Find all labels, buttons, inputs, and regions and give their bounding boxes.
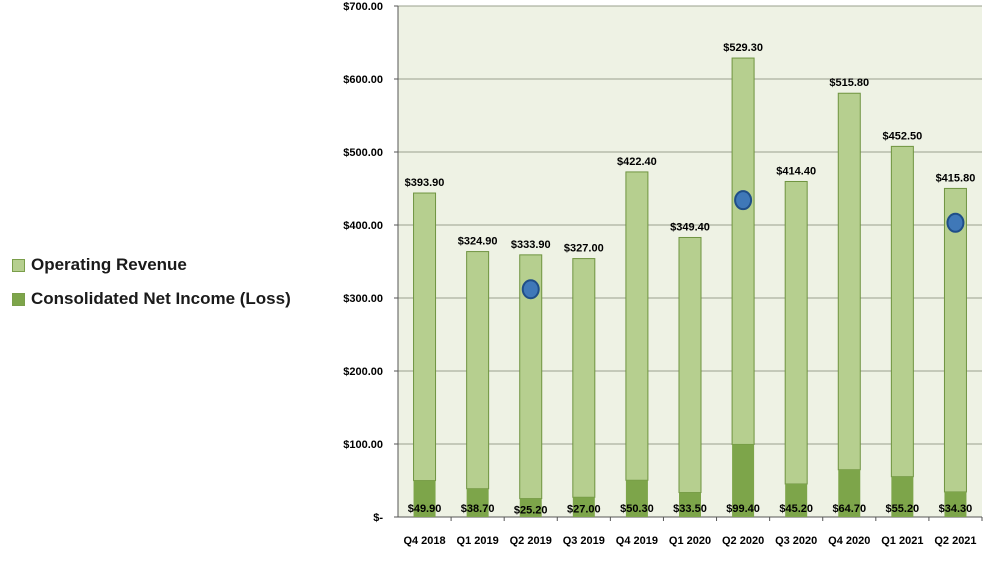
revenue-bar-q1-2020 bbox=[678, 236, 702, 494]
marker-q2-2021 bbox=[946, 212, 965, 233]
revenue-data-label: $415.80 bbox=[936, 172, 976, 184]
legend-label-revenue: Operating Revenue bbox=[31, 255, 187, 274]
net-income-bar-q3-2019 bbox=[572, 497, 595, 517]
net-income-data-label: $55.20 bbox=[886, 503, 920, 515]
net-income-bar-q4-2019 bbox=[625, 480, 648, 517]
x-tick-label: Q3 2019 bbox=[563, 535, 605, 547]
y-tick-label: $700.00 bbox=[343, 1, 383, 13]
revenue-bar-q4-2018 bbox=[413, 192, 437, 482]
revenue-data-label: $414.40 bbox=[776, 165, 816, 177]
net-income-bar-q4-2018 bbox=[413, 480, 436, 517]
net-income-bar-q2-2020 bbox=[732, 444, 755, 517]
x-tick-label: Q4 2018 bbox=[403, 535, 445, 547]
y-tick-label: $200.00 bbox=[343, 366, 383, 378]
revenue-data-label: $333.90 bbox=[511, 239, 551, 251]
x-tick-label: Q1 2021 bbox=[881, 535, 923, 547]
net-income-bar-q2-2021 bbox=[944, 491, 967, 517]
x-tick-label: Q2 2019 bbox=[510, 535, 552, 547]
y-tick-label: $- bbox=[373, 512, 383, 524]
y-tick-label: $600.00 bbox=[343, 74, 383, 86]
revenue-data-label: $327.00 bbox=[564, 243, 604, 255]
revenue-data-label: $515.80 bbox=[829, 77, 869, 89]
net-income-bar-q1-2021 bbox=[891, 476, 914, 517]
net-income-bar-q1-2019 bbox=[466, 488, 489, 517]
net-income-swatch bbox=[12, 292, 25, 306]
net-income-bar-q3-2020 bbox=[785, 484, 808, 517]
marker-q2-2019 bbox=[521, 279, 540, 300]
y-tick-label: $500.00 bbox=[343, 147, 383, 159]
x-tick-label: Q2 2020 bbox=[722, 535, 764, 547]
revenue-bar-q2-2020 bbox=[731, 57, 755, 445]
x-tick-label: Q4 2020 bbox=[828, 535, 870, 547]
revenue-bar-q2-2021 bbox=[943, 187, 967, 493]
x-tick-label: Q2 2021 bbox=[934, 535, 976, 547]
x-tick-label: Q1 2019 bbox=[457, 535, 499, 547]
revenue-bar-q3-2019 bbox=[572, 258, 596, 498]
legend-item-revenue: Operating Revenue bbox=[12, 248, 291, 282]
net-income-data-label: $49.90 bbox=[408, 503, 442, 515]
y-tick-label: $400.00 bbox=[343, 220, 383, 232]
net-income-bar-q4-2020 bbox=[838, 469, 861, 517]
net-income-bar-q2-2019 bbox=[519, 498, 542, 517]
legend-label-net-income: Consolidated Net Income (Loss) bbox=[31, 289, 291, 308]
net-income-data-label: $64.70 bbox=[832, 503, 866, 515]
revenue-bar-q3-2020 bbox=[784, 180, 808, 485]
net-income-data-label: $33.50 bbox=[673, 503, 707, 515]
x-tick-label: Q4 2019 bbox=[616, 535, 658, 547]
revenue-swatch bbox=[12, 258, 25, 272]
y-tick-label: $300.00 bbox=[343, 293, 383, 305]
legend: Operating Revenue Consolidated Net Incom… bbox=[12, 248, 291, 316]
revenue-data-label: $324.90 bbox=[458, 236, 498, 248]
marker-q2-2020 bbox=[734, 190, 753, 211]
revenue-data-label: $452.50 bbox=[882, 130, 922, 142]
net-income-data-label: $50.30 bbox=[620, 503, 654, 515]
net-income-data-label: $45.20 bbox=[779, 503, 813, 515]
net-income-data-label: $99.40 bbox=[726, 503, 760, 515]
x-tick-label: Q1 2020 bbox=[669, 535, 711, 547]
revenue-data-label: $529.30 bbox=[723, 42, 763, 54]
revenue-bar-q1-2019 bbox=[466, 251, 490, 490]
x-tick-label: Q3 2020 bbox=[775, 535, 817, 547]
revenue-data-label: $422.40 bbox=[617, 156, 657, 168]
revenue-bar-q1-2021 bbox=[890, 145, 914, 478]
revenue-bar-q4-2020 bbox=[837, 92, 861, 471]
legend-item-net-income: Consolidated Net Income (Loss) bbox=[12, 282, 291, 316]
net-income-data-label: $27.00 bbox=[567, 503, 601, 515]
revenue-data-label: $393.90 bbox=[405, 177, 445, 189]
net-income-data-label: $34.30 bbox=[939, 503, 973, 515]
y-tick-label: $100.00 bbox=[343, 439, 383, 451]
net-income-data-label: $38.70 bbox=[461, 503, 495, 515]
net-income-bar-q1-2020 bbox=[679, 492, 701, 517]
revenue-data-label: $349.40 bbox=[670, 221, 710, 233]
revenue-bar-q4-2019 bbox=[625, 171, 649, 481]
net-income-data-label: $25.20 bbox=[514, 505, 548, 517]
